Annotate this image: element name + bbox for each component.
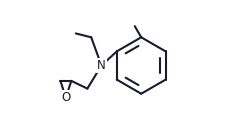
Text: O: O <box>61 91 70 104</box>
Text: N: N <box>97 59 105 72</box>
